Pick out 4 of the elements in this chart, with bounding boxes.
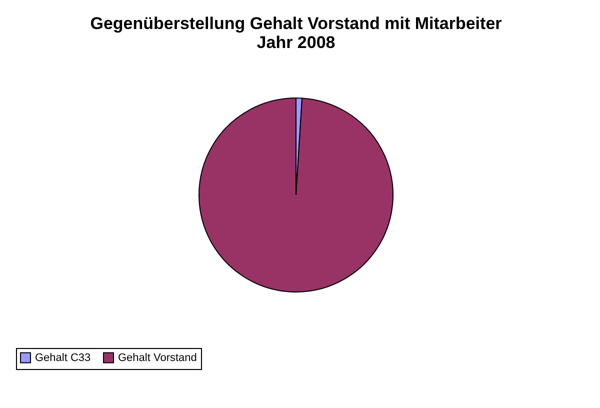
chart-title: Gegenüberstellung Gehalt Vorstand mit Mitarbeiter Jahr 2008 xyxy=(90,14,502,52)
pie-slice xyxy=(198,98,394,292)
legend-label: Gehalt Vorstand xyxy=(118,352,197,364)
legend-label: Gehalt C33 xyxy=(35,352,91,364)
